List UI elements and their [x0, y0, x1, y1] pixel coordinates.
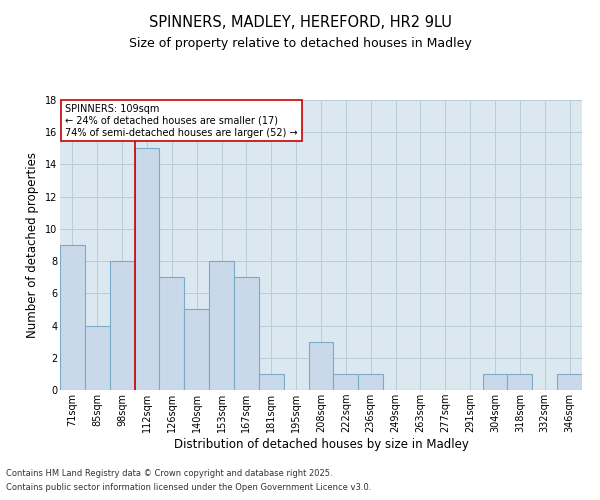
Text: Size of property relative to detached houses in Madley: Size of property relative to detached ho…	[128, 38, 472, 51]
Bar	[308, 342, 334, 390]
Bar	[482, 374, 508, 390]
Bar	[60, 245, 85, 390]
Bar	[234, 277, 259, 390]
Bar	[160, 277, 184, 390]
Bar	[259, 374, 284, 390]
Text: SPINNERS, MADLEY, HEREFORD, HR2 9LU: SPINNERS, MADLEY, HEREFORD, HR2 9LU	[149, 15, 451, 30]
Bar	[508, 374, 532, 390]
Bar	[358, 374, 383, 390]
Bar	[134, 148, 160, 390]
Bar	[184, 310, 209, 390]
Bar	[334, 374, 358, 390]
Bar	[110, 261, 134, 390]
Y-axis label: Number of detached properties: Number of detached properties	[26, 152, 39, 338]
Text: Contains public sector information licensed under the Open Government Licence v3: Contains public sector information licen…	[6, 484, 371, 492]
Bar	[557, 374, 582, 390]
Text: SPINNERS: 109sqm
← 24% of detached houses are smaller (17)
74% of semi-detached : SPINNERS: 109sqm ← 24% of detached house…	[65, 104, 298, 138]
Text: Contains HM Land Registry data © Crown copyright and database right 2025.: Contains HM Land Registry data © Crown c…	[6, 468, 332, 477]
Bar	[85, 326, 110, 390]
Bar	[209, 261, 234, 390]
X-axis label: Distribution of detached houses by size in Madley: Distribution of detached houses by size …	[173, 438, 469, 451]
